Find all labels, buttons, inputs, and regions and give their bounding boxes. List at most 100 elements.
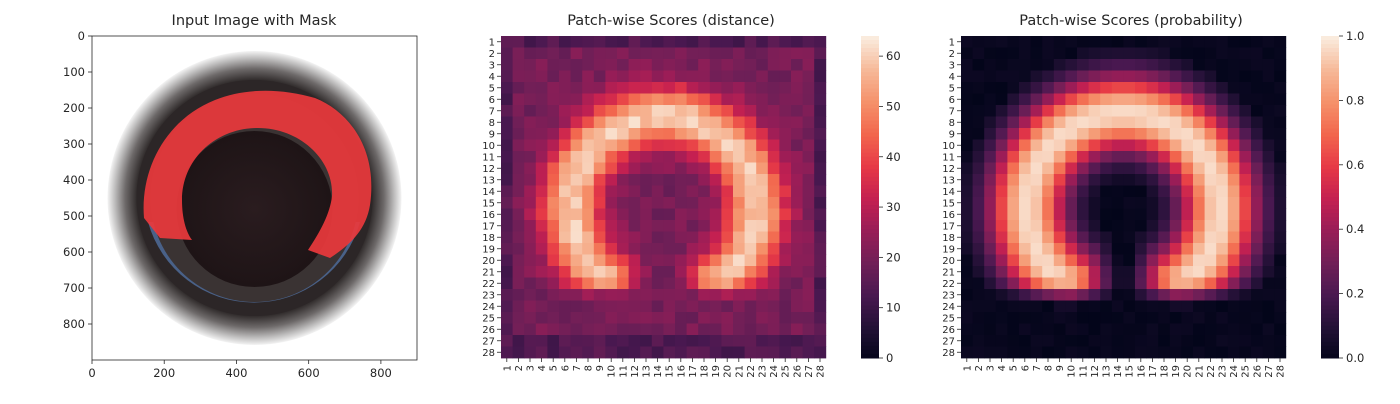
heatmap-cell <box>1100 220 1113 232</box>
heatmap-cell <box>628 128 641 140</box>
probability-heatmap-panel: Patch-wise Scores (probability) 12345678… <box>942 13 1364 378</box>
heatmap-cell <box>512 151 525 163</box>
heatmap-cell <box>1030 70 1043 83</box>
heatmap-cell <box>1262 59 1275 71</box>
heatmap-cell <box>512 231 525 244</box>
heatmap-cell <box>709 289 722 301</box>
heatmap-cell <box>744 47 757 60</box>
heatmap-cell <box>733 243 745 255</box>
heatmap-cell <box>524 231 537 244</box>
heatmap-cell <box>972 151 985 163</box>
heatmap-cell <box>1077 185 1089 198</box>
heatmap-cell <box>663 323 676 336</box>
colorbar-segment <box>861 233 879 238</box>
heatmap-cell <box>1007 70 1020 83</box>
heatmap-cell <box>733 266 745 278</box>
heatmap-cell <box>1007 335 1020 347</box>
heatmap-cell <box>972 277 985 290</box>
heatmap-cell <box>1053 185 1066 198</box>
heatmap-cell <box>1181 231 1194 244</box>
heatmap-cell <box>961 231 973 244</box>
colorbar-segment <box>1321 213 1339 218</box>
y-tick-label: 14 <box>942 187 955 198</box>
heatmap-cell <box>709 47 722 60</box>
heatmap-cell <box>675 323 687 336</box>
colorbar-segment <box>1321 148 1339 154</box>
heatmap-cell <box>1111 116 1124 129</box>
heatmap-cell <box>686 208 699 221</box>
heatmap-cell <box>1123 162 1136 175</box>
colorbar-segment <box>1321 293 1339 299</box>
y-tick-label: 9 <box>949 129 955 140</box>
heatmap-cell <box>675 220 687 232</box>
heatmap-cell <box>791 346 803 359</box>
y-tick-label: 2 <box>489 49 495 60</box>
y-tick-label: 4 <box>949 72 955 83</box>
y-tick-label: 20 <box>482 256 495 267</box>
y-tick-label: 19 <box>942 244 955 255</box>
heatmap-cell <box>686 346 699 359</box>
heatmap-cell <box>605 59 618 71</box>
heatmap-cell <box>686 185 699 198</box>
heatmap-cell <box>535 208 548 221</box>
heatmap-cell <box>1100 174 1113 186</box>
heatmap-cell <box>814 70 827 83</box>
heatmap-cell <box>582 346 595 359</box>
heatmap-cell <box>1204 174 1217 186</box>
heatmap-cell <box>570 105 583 117</box>
heatmap-cell <box>582 105 595 117</box>
heatmap-cell <box>709 116 722 129</box>
heatmap-cell <box>1065 300 1078 313</box>
heatmap-cell <box>628 208 641 221</box>
y-tick-label: 16 <box>942 210 955 221</box>
heatmap-cell <box>628 266 641 278</box>
lid-center <box>176 131 333 287</box>
y-tick-label: 800 <box>63 317 85 331</box>
heatmap-cell <box>617 36 629 48</box>
heatmap-cell <box>995 162 1008 175</box>
colorbar-segment <box>1321 120 1339 126</box>
heatmap-cell <box>1227 174 1240 186</box>
heatmap-cell <box>1169 243 1182 255</box>
heatmap-cell <box>1274 116 1287 129</box>
heatmap-cell <box>512 128 525 140</box>
x-tick-label: 800 <box>370 366 392 380</box>
heatmap-cell <box>779 151 792 163</box>
heatmap-cell <box>547 139 560 152</box>
heatmap-cell <box>802 300 815 313</box>
colorbar-segment <box>1321 353 1339 359</box>
heatmap-cell <box>605 185 618 198</box>
heatmap-cell <box>1100 312 1113 324</box>
heatmap-cell <box>617 185 629 198</box>
colorbar-segment <box>861 273 879 279</box>
heatmap-cell <box>628 151 641 163</box>
heatmap-cell <box>1227 208 1240 221</box>
heatmap-cell <box>1042 323 1055 336</box>
heatmap-cell <box>1193 116 1205 129</box>
colorbar-segment <box>1321 60 1339 65</box>
heatmap-cell <box>698 312 711 324</box>
heatmap-cell <box>733 116 745 129</box>
heatmap-cell <box>1123 220 1136 232</box>
heatmap-cell <box>524 59 537 71</box>
heatmap-cell <box>651 254 664 267</box>
heatmap-cell <box>628 105 641 117</box>
colorbar-segment <box>861 301 879 307</box>
x-tick-label: 17 <box>1148 365 1159 378</box>
heatmap-cell <box>1077 243 1089 255</box>
heatmap-cell <box>698 47 711 60</box>
heatmap-cell <box>582 335 595 347</box>
heatmap-cell <box>733 185 745 198</box>
heatmap-cell <box>512 185 525 198</box>
heatmap-cell <box>570 231 583 244</box>
heatmap-cell <box>1042 266 1055 278</box>
heatmap-cell <box>1227 128 1240 140</box>
heatmap-cell <box>582 139 595 152</box>
colorbar-segment <box>1321 136 1339 142</box>
heatmap-cell <box>617 266 629 278</box>
colorbar-segment <box>861 184 879 190</box>
heatmap-cell <box>1169 185 1182 198</box>
heatmap-cell <box>651 220 664 232</box>
heatmap-cell <box>1088 335 1101 347</box>
heatmap-cell <box>802 254 815 267</box>
